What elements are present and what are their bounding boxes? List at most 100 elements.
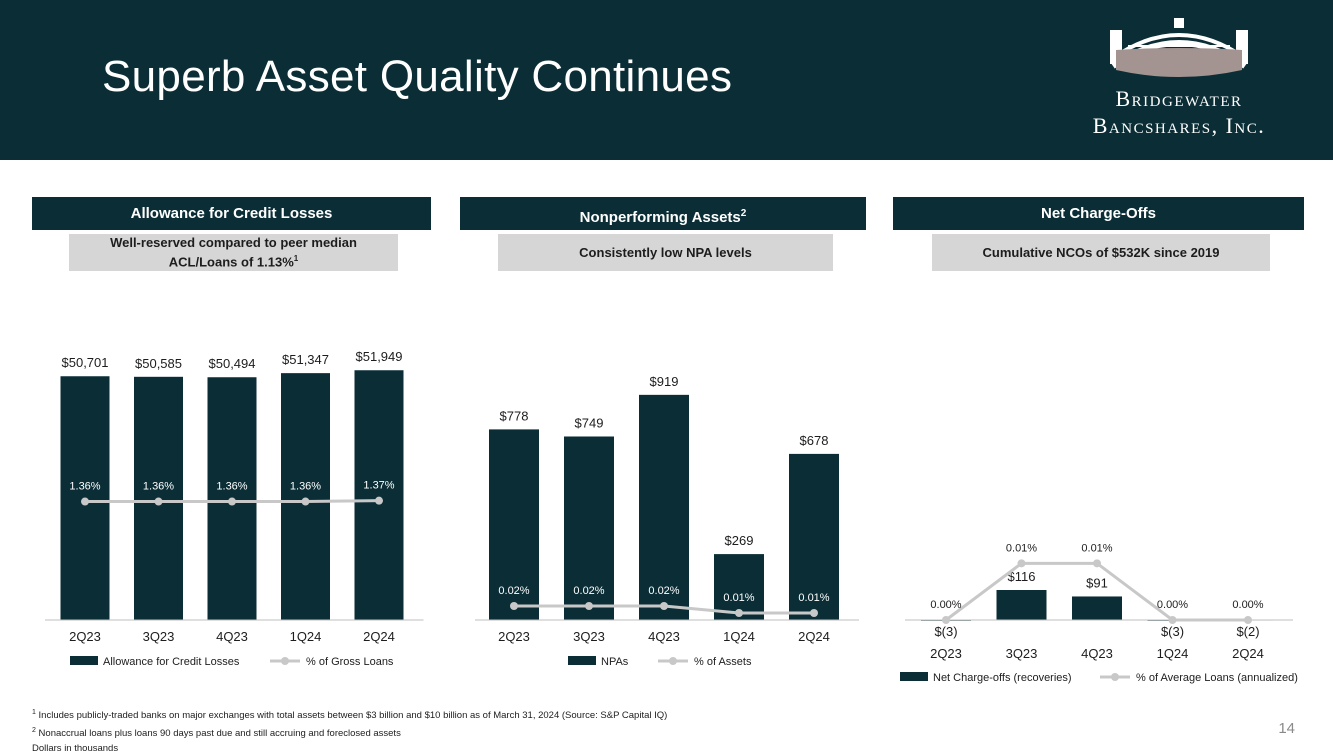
panel-subtitle-text: Cumulative NCOs of $532K since 2019 [982,245,1220,260]
bar-label-1Q24: $(3) [1161,624,1184,639]
panel-subtitle-npa: Consistently low NPA levels [498,234,833,271]
line-label-2Q23: 1.36% [69,481,100,493]
panel-title-nco: Net Charge-Offs [893,197,1304,230]
legend-label-line: % of Average Loans (annualized) [1136,672,1298,684]
chart-nco: $(3) 2Q23 $116 3Q23 $91 4Q23 $(3) 1Q24 $(2) 2Q24 0… [900,542,1298,684]
legend-swatch-line-point [281,657,289,665]
x-tick-2Q24: 2Q24 [363,629,395,644]
line-point-1Q24 [1168,616,1177,624]
bar-label-2Q23: $50,701 [62,355,109,370]
legend-label-bar: Allowance for Credit Losses [103,656,240,668]
panel-title-text: Nonperforming Assets [579,209,741,226]
footnote-2: 2 Nonaccrual loans plus loans 90 days pa… [32,723,667,741]
footnote-2-marker: 2 [32,727,36,735]
footnote-marker: 2 [740,208,747,219]
legend-swatch-line-point [669,657,677,665]
bar-1Q24 [281,373,330,620]
bar-4Q23 [1072,596,1122,620]
line-label-3Q23: 1.36% [143,481,174,493]
bar-label-3Q23: $50,585 [135,356,182,371]
legend-swatch-bar [70,656,98,665]
line-label-3Q23: 0.02% [573,585,604,597]
bar-label-4Q23: $50,494 [209,356,256,371]
bar-label-2Q24: $678 [800,433,829,448]
x-tick-1Q24: 1Q24 [290,629,322,644]
x-tick-2Q23: 2Q23 [498,629,530,644]
bar-label-1Q24: $51,347 [282,352,329,367]
line-point-4Q23 [660,602,668,610]
line-label-1Q24: 1.36% [290,481,321,493]
footnote-2-text: Nonaccrual loans plus loans 90 days past… [38,728,401,740]
panel-title-npa: Nonperforming Assets2 [460,197,866,230]
x-tick-4Q23: 4Q23 [216,629,248,644]
line-label-4Q23: 0.01% [1081,542,1112,554]
legend-swatch-bar [900,672,928,681]
line-point-2Q24 [1244,616,1252,624]
x-tick-1Q24: 1Q24 [1157,646,1189,661]
line-point-2Q23 [942,616,950,624]
legend-label-line: % of Assets [694,656,752,668]
logo-name-line1: Bridgewater [1115,86,1243,111]
chart-npa: $778 2Q23 $749 3Q23 $919 4Q23 $269 1Q24 $678 2Q24… [475,374,859,668]
panel-title-text: Net Charge-Offs [1040,205,1156,222]
line-point-4Q23 [228,497,236,506]
line-label-2Q23: 0.02% [498,585,529,597]
bar-label-1Q24: $269 [725,533,754,548]
line-point-3Q23 [1017,559,1026,568]
legend-label-line: % of Gross Loans [306,656,394,668]
bar-2Q24 [354,370,404,620]
x-tick-1Q24: 1Q24 [723,629,755,644]
legend-swatch-line-point [1111,673,1119,681]
bar-label-4Q23: $91 [1086,575,1108,590]
bar-label-2Q23: $778 [500,408,529,423]
footnote-1-marker: 1 [32,709,36,716]
footnote-1: 1 Includes publicly-traded banks on majo… [32,705,667,723]
x-tick-2Q23: 2Q23 [930,646,962,661]
x-tick-4Q23: 4Q23 [1081,646,1113,661]
line-point-2Q23 [510,602,518,610]
bar-2Q24 [789,453,839,620]
x-tick-2Q24: 2Q24 [1232,646,1264,661]
bar-label-3Q23: $749 [575,415,604,430]
x-tick-3Q23: 3Q23 [143,629,175,644]
x-tick-3Q23: 3Q23 [1006,646,1038,661]
logo-emblem-icon [1110,18,1248,77]
page-title: Superb Asset Quality Continues [102,52,733,101]
line-label-1Q24: 0.00% [1157,599,1188,611]
legend-swatch-bar [568,656,596,665]
chart-allowance: $50,701 2Q23 $50,585 3Q23 $50,494 4Q23 $51,347… [45,349,424,668]
line-label-4Q23: 0.02% [648,585,679,597]
bar-3Q23 [564,436,614,620]
line-point-4Q23 [1093,559,1101,568]
bar-label-2Q23: $(3) [934,624,957,639]
bar-label-3Q23: $116 [1008,569,1036,584]
panel-subtitle-nco: Cumulative NCOs of $532K since 2019 [932,234,1270,271]
line-label-2Q23: 0.00% [930,599,961,611]
panel-subtitle-text: Consistently low NPA levels [579,245,752,260]
x-tick-2Q23: 2Q23 [69,629,101,644]
header-banner: Superb Asset Quality Continues Bridgewat… [0,0,1333,160]
bar-label-2Q24: $(2) [1236,624,1259,639]
panel-title-allowance: Allowance for Credit Losses [32,197,431,230]
panel-subtitle-text: Well-reserved compared to peer median AC… [110,234,357,270]
panel-subtitle-allowance: Well-reserved compared to peer median AC… [69,234,398,271]
panel-title-text: Allowance for Credit Losses [130,205,333,222]
line-point-2Q24 [375,496,383,505]
footnotes: 1 Includes publicly-traded banks on majo… [32,705,667,756]
page-number: 14 [1278,720,1295,737]
bar-label-2Q24: $51,949 [356,349,403,364]
bar-3Q23 [996,590,1047,620]
line-point-2Q23 [81,497,89,506]
line-point-2Q24 [810,609,818,617]
line-label-2Q24: 1.37% [363,480,394,492]
line-point-1Q24 [301,497,310,506]
bar-2Q23 [489,429,539,620]
x-tick-3Q23: 3Q23 [573,629,605,644]
company-logo: Bridgewater Bancshares, Inc. [1064,16,1294,146]
bar-4Q23 [639,394,689,620]
footnote-marker: 1 [293,253,299,263]
line-label-2Q24: 0.01% [798,592,829,604]
legend-label-bar: NPAs [601,656,629,668]
x-tick-2Q24: 2Q24 [798,629,830,644]
line-label-4Q23: 1.36% [216,481,247,493]
